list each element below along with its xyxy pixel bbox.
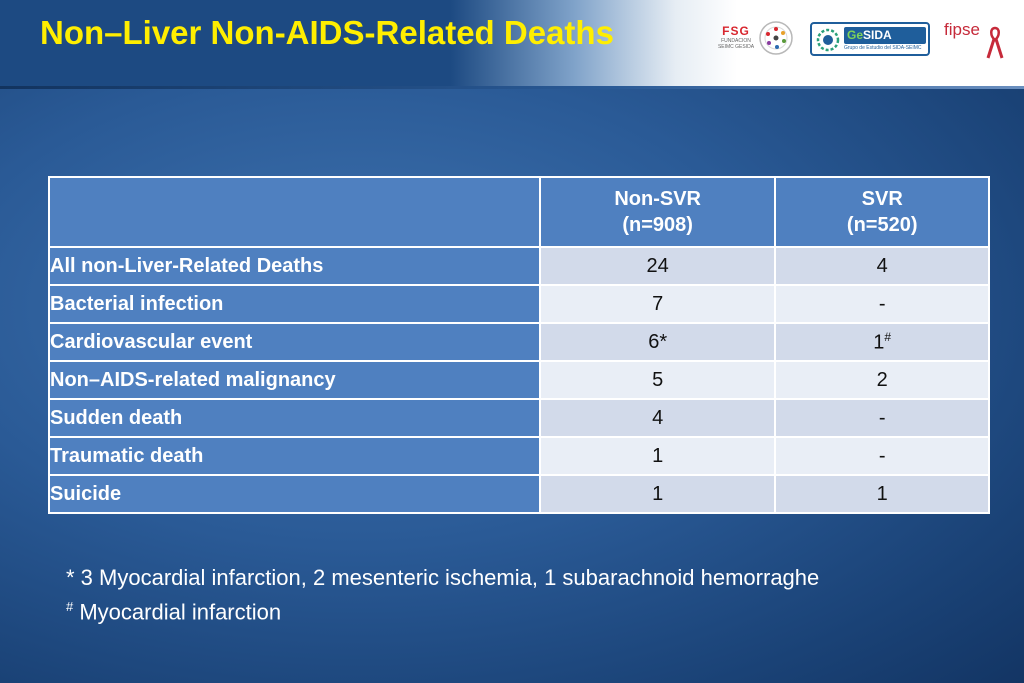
non-svr-count: (n=908) bbox=[622, 214, 693, 236]
row-label: All non-Liver-Related Deaths bbox=[48, 246, 541, 286]
table-row: All non-Liver-Related Deaths 24 4 bbox=[48, 246, 990, 286]
gesida-wordmark: GeSIDA bbox=[844, 27, 926, 44]
row-label: Non–AIDS-related malignancy bbox=[48, 360, 541, 400]
gesida-suffix: SIDA bbox=[863, 28, 892, 42]
footnote-hash: # Myocardial infarction bbox=[66, 592, 819, 626]
footnote-marker: * bbox=[66, 565, 75, 590]
non-svr-value: 1 bbox=[538, 474, 777, 514]
non-svr-value: 24 bbox=[538, 246, 777, 286]
seimc-circle-logo-icon bbox=[759, 21, 793, 55]
row-label: Traumatic death bbox=[48, 436, 541, 476]
svr-value: 1 bbox=[774, 474, 990, 514]
footnote-asterisk: * 3 Myocardial infarction, 2 mesenteric … bbox=[66, 563, 819, 592]
gesida-prefix: Ge bbox=[847, 28, 864, 42]
non-svr-value: 7 bbox=[538, 284, 777, 324]
header-divider bbox=[0, 86, 1024, 89]
non-svr-value: 4 bbox=[538, 398, 777, 438]
footnote-text: 3 Myocardial infarction, 2 mesenteric is… bbox=[74, 565, 820, 590]
gesida-logo: GeSIDA Grupo de Estudio del SIDA-SEIMC bbox=[810, 22, 930, 56]
svr-heading: SVR bbox=[861, 188, 903, 210]
svr-footnote-marker: # bbox=[884, 329, 892, 344]
svr-value: - bbox=[774, 436, 990, 476]
footnote-text: Myocardial infarction bbox=[73, 599, 282, 625]
svr-value: - bbox=[774, 398, 990, 438]
footnote-marker: # bbox=[66, 599, 74, 614]
svr-value: 2 bbox=[774, 360, 990, 400]
svr-value: 1 bbox=[873, 331, 885, 354]
svr-value: - bbox=[774, 284, 990, 324]
red-ribbon-icon bbox=[986, 26, 1004, 59]
header-cell-non-svr: Non-SVR (n=908) bbox=[538, 176, 777, 248]
row-label: Bacterial infection bbox=[48, 284, 541, 324]
fipse-logo: fipse bbox=[944, 20, 1004, 60]
row-label: Suicide bbox=[48, 474, 541, 514]
gesida-subtext: Grupo de Estudio del SIDA-SEIMC bbox=[844, 45, 922, 51]
table-row: Cardiovascular event 6* 1# bbox=[48, 322, 990, 362]
footnotes: * 3 Myocardial infarction, 2 mesenteric … bbox=[66, 563, 819, 626]
header-cell-label bbox=[48, 176, 541, 248]
svr-value: 4 bbox=[774, 246, 990, 286]
header-cell-svr: SVR (n=520) bbox=[774, 176, 990, 248]
row-label: Sudden death bbox=[48, 398, 541, 438]
table-row: Bacterial infection 7 - bbox=[48, 284, 990, 324]
non-svr-value: 1 bbox=[538, 436, 777, 476]
non-svr-heading: Non-SVR bbox=[614, 188, 701, 210]
deaths-table: Non-SVR (n=908) SVR (n=520) All non-Live… bbox=[48, 176, 990, 514]
logo-bar: FSG FUNDACION SEIMC GESIDA GeSIDA Grupo … bbox=[714, 18, 1014, 62]
table-row: Traumatic death 1 - bbox=[48, 436, 990, 476]
gesida-gear-icon bbox=[816, 28, 840, 52]
svr-value-cell: 1# bbox=[774, 322, 990, 362]
fipse-logo-text: fipse bbox=[944, 20, 980, 39]
fsg-logo: FSG FUNDACION SEIMC GESIDA bbox=[714, 24, 758, 58]
table-row: Sudden death 4 - bbox=[48, 398, 990, 438]
table-header-row: Non-SVR (n=908) SVR (n=520) bbox=[48, 176, 990, 248]
row-label: Cardiovascular event bbox=[48, 322, 541, 362]
fsg-logo-subtext: FUNDACION SEIMC GESIDA bbox=[717, 38, 755, 50]
table-row: Non–AIDS-related malignancy 5 2 bbox=[48, 360, 990, 400]
slide-title: Non–Liver Non-AIDS-Related Deaths bbox=[40, 14, 614, 51]
fsg-logo-text: FSG bbox=[722, 24, 750, 38]
non-svr-value: 5 bbox=[538, 360, 777, 400]
svr-count: (n=520) bbox=[846, 214, 918, 236]
table-row: Suicide 1 1 bbox=[48, 474, 990, 514]
non-svr-value: 6* bbox=[538, 322, 777, 362]
